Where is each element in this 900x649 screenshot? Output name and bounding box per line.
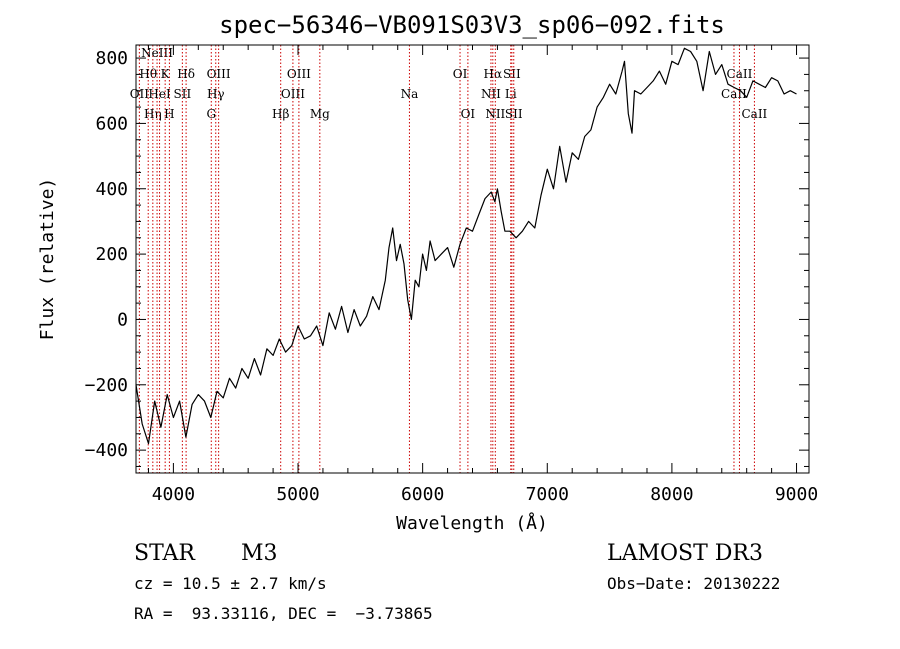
object-class: STAR — [134, 541, 195, 566]
spectral-lines-layer: OIIHθHηNeIIIHeIKHSIIHδGHγOIIIHβOIIIOIIIM… — [130, 45, 768, 473]
x-tick-label: 9000 — [775, 484, 818, 505]
spectral-line-label: OI — [461, 107, 476, 121]
spectral-line-label: Li — [505, 87, 517, 101]
spectral-line-label: HeI — [148, 87, 171, 101]
coordinates-readout: RA = 93.33116, DEC = −3.73865 — [134, 604, 433, 623]
spectral-line-label: G — [206, 107, 216, 121]
spectral-line-label: Hθ — [139, 67, 157, 81]
spectral-line-label: SII — [505, 107, 523, 121]
spectral-line-label: SII — [503, 67, 521, 81]
x-axis-ticks: 4000 5000 6000 7000 8000 9000 — [147, 45, 818, 505]
y-tick-label: 0 — [117, 309, 128, 330]
spectral-line-label: Hγ — [207, 87, 225, 101]
x-axis-label: Wavelength (Å) — [396, 512, 548, 534]
y-tick-label: 200 — [95, 244, 128, 265]
y-tick-label: 600 — [95, 113, 128, 134]
obs-date: Obs−Date: 20130222 — [607, 574, 781, 593]
spectral-line-label: Mg — [310, 107, 330, 121]
spectral-line-label: K — [161, 67, 171, 81]
spectral-line-label: Hα — [484, 67, 503, 81]
y-tick-label: 800 — [95, 48, 128, 69]
spectral-line-label: CaII — [727, 67, 753, 81]
spectral-line-label: OIII — [287, 67, 311, 81]
spectral-line-label: Hβ — [272, 107, 289, 121]
object-subclass: M3 — [241, 541, 278, 566]
y-tick-label: 400 — [95, 179, 128, 200]
series-layer — [135, 47, 797, 445]
spectral-line-label: H — [164, 107, 174, 121]
spectral-line-label: Hη — [144, 107, 162, 121]
spectral-line-label: Na — [401, 87, 419, 101]
spectral-line-label: OIII — [207, 67, 231, 81]
chart-title: spec−56346−VB091S03V3_sp06−092.fits — [219, 11, 725, 39]
spectral-line-label: OII — [130, 87, 150, 101]
spectral-line-label: Hδ — [177, 67, 195, 81]
x-tick-label: 7000 — [526, 484, 569, 505]
spectral-line-label: NII — [485, 107, 505, 121]
x-tick-label: 4000 — [152, 484, 195, 505]
y-tick-label: −200 — [85, 375, 128, 396]
y-tick-label: −400 — [85, 440, 128, 461]
x-tick-label: 5000 — [276, 484, 319, 505]
spectral-line-label: CaII — [741, 107, 767, 121]
x-tick-label: 6000 — [401, 484, 444, 505]
redshift-readout: cz = 10.5 ± 2.7 km/s — [134, 574, 327, 593]
survey-name: LAMOST DR3 — [607, 541, 763, 566]
flux-series-line — [135, 47, 797, 445]
spectral-line-label: NII — [481, 87, 501, 101]
spectral-line-label: SII — [174, 87, 192, 101]
spectral-line-label: OIII — [281, 87, 305, 101]
y-axis-ticks: −400 −200 0 200 400 600 800 — [85, 48, 809, 467]
y-axis-label: Flux (relative) — [37, 178, 58, 341]
x-tick-label: 8000 — [650, 484, 693, 505]
spectral-line-label: OI — [453, 67, 468, 81]
